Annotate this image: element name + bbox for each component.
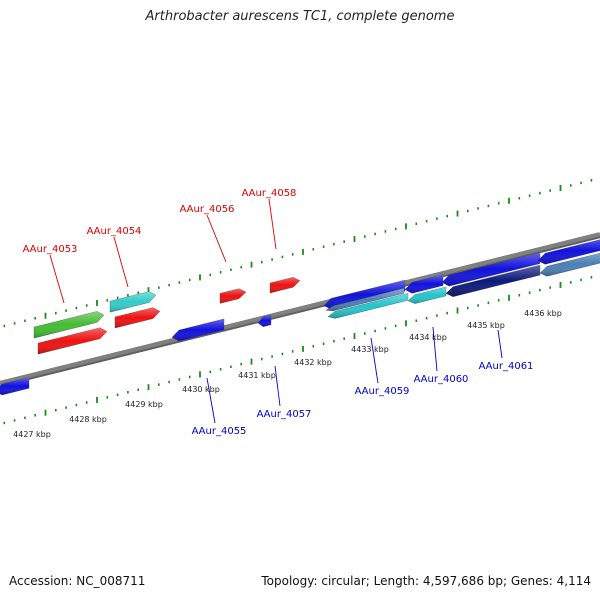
scale-label: 4428 kbp	[69, 415, 107, 424]
label-AAur_4053: AAur_4053	[23, 244, 78, 255]
feature-cyan-a	[327, 293, 409, 319]
scale-label: 4433 kbp	[351, 345, 389, 354]
leader-AAur_4061	[497, 329, 503, 359]
label-AAur_4055: AAur_4055	[192, 426, 247, 437]
gene-AAur_4055	[171, 318, 225, 342]
scale-label: 4431 kbp	[238, 371, 276, 380]
leader-AAur_4053	[49, 254, 65, 304]
label-AAur_4054: AAur_4054	[87, 226, 142, 237]
backbone-line	[0, 232, 600, 385]
feature-steel-blue	[539, 253, 600, 277]
gene-AAur_4054	[114, 307, 161, 329]
map-title: Arthrobacter aurescens TC1, complete gen…	[145, 9, 455, 24]
gene-AAur_4053	[37, 327, 108, 355]
label-AAur_4058: AAur_4058	[242, 188, 297, 199]
leader-AAur_4058	[268, 198, 277, 250]
label-AAur_4061: AAur_4061	[479, 361, 534, 372]
lower-scale-ticks	[3, 276, 593, 425]
gene-AAur_4057	[257, 314, 272, 327]
leader-AAur_4059	[370, 337, 379, 384]
gene-labels: AAur_4053 AAur_4054 AAur_4056 AAur_4058 AAur…	[23, 188, 534, 437]
leader-AAur_4055	[206, 377, 216, 424]
gene-right-edge	[537, 239, 600, 265]
label-AAur_4056: AAur_4056	[180, 204, 235, 215]
gene-green-feature	[33, 311, 105, 339]
scale-label: 4434 kbp	[409, 333, 447, 342]
feature-navy	[445, 264, 541, 297]
leader-AAur_4057	[274, 365, 281, 407]
feature-cyan-b	[407, 286, 447, 304]
scale-labels: 4427 kbp 4428 kbp 4429 kbp 4430 kbp 4431 kbp…	[13, 309, 562, 439]
label-leader-lines	[49, 198, 503, 424]
scale-label: 4432 kbp	[294, 358, 332, 367]
gene-AAur_4058	[269, 277, 301, 294]
label-AAur_4057: AAur_4057	[257, 409, 312, 420]
scale-label: 4430 kbp	[182, 385, 220, 394]
accession-text: Accession: NC_008711	[9, 574, 146, 588]
upper-scale-ticks	[3, 179, 593, 328]
gene-cyan-feature	[109, 291, 157, 313]
gene-AAur_4060	[404, 274, 444, 294]
label-AAur_4059: AAur_4059	[355, 386, 410, 397]
scale-label: 4429 kbp	[125, 400, 163, 409]
scale-label: 4435 kbp	[467, 321, 505, 330]
leader-AAur_4054	[113, 236, 129, 288]
scale-label: 4436 kbp	[524, 309, 562, 318]
gene-AAur_4056	[219, 288, 247, 304]
label-AAur_4060: AAur_4060	[414, 374, 469, 385]
gene-partial-left	[0, 377, 30, 396]
feature-thin-steel	[325, 288, 405, 312]
leader-AAur_4060	[432, 326, 438, 372]
scale-label: 4427 kbp	[13, 430, 51, 439]
topology-text: Topology: circular; Length: 4,597,686 bp…	[261, 574, 591, 588]
gene-AAur_4061	[441, 252, 541, 287]
leader-AAur_4056	[206, 214, 227, 263]
gene-features	[0, 239, 600, 396]
genome-backbone	[0, 232, 600, 387]
